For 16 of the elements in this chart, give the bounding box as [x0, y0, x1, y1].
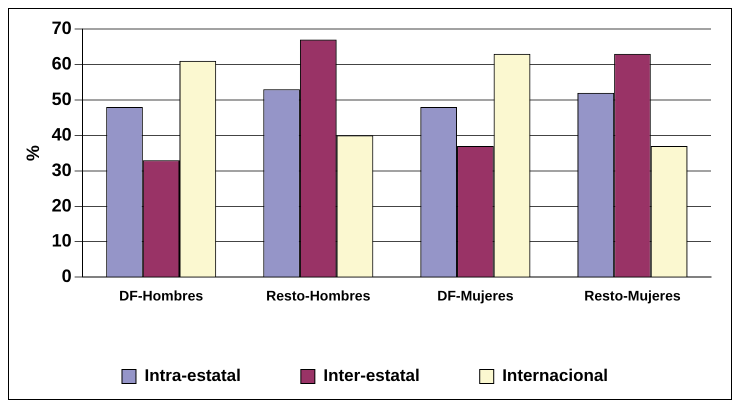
y-tick-label: 0 — [62, 266, 72, 286]
legend-label: Intra-estatal — [144, 366, 241, 386]
y-tick-label: 10 — [52, 230, 72, 251]
y-tick-label: 40 — [52, 124, 72, 144]
legend-label: Inter-estatal — [323, 366, 420, 386]
y-tick-label: 20 — [52, 195, 72, 216]
x-tick-label: DF-Mujeres — [437, 287, 514, 304]
y-tick-label: 30 — [52, 160, 72, 180]
x-tick-label: Resto-Hombres — [266, 287, 371, 304]
y-axis-title: % — [22, 145, 43, 162]
y-tick-label: 50 — [52, 88, 72, 109]
legend-label: Internacional — [502, 366, 608, 386]
x-tick-label: DF-Hombres — [119, 287, 204, 304]
x-tick-label: Resto-Mujeres — [584, 287, 681, 304]
y-tick-label: 60 — [52, 53, 72, 74]
y-tick-label: 70 — [52, 18, 72, 38]
